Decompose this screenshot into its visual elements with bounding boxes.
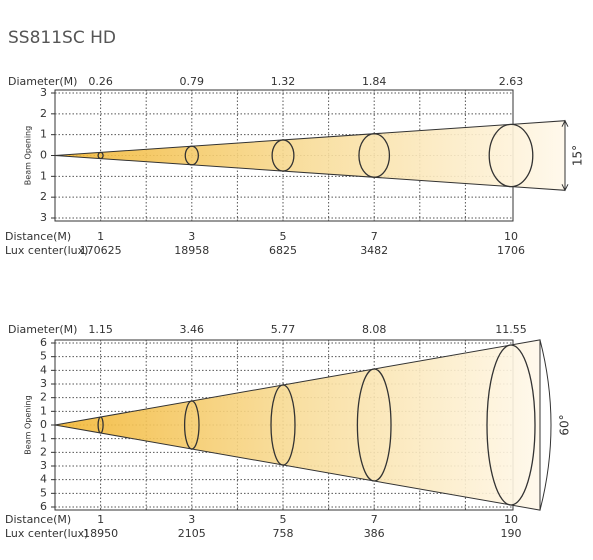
y-label: 1	[40, 169, 47, 182]
distance-label: Distance(M)	[5, 230, 71, 243]
lux-label: Lux center(lux)	[5, 244, 88, 257]
y-label: 2	[40, 190, 47, 203]
diameter-value: 1.15	[88, 323, 113, 336]
y-label: 5	[40, 350, 47, 363]
y-label: 1	[40, 128, 47, 141]
lux-value: 758	[273, 527, 294, 540]
y-label: 2	[40, 445, 47, 458]
y-label: 0	[40, 418, 47, 431]
lux-value: 2105	[178, 527, 206, 540]
beam-spot	[488, 123, 534, 188]
diameter-value: 8.08	[362, 323, 387, 336]
lux-value: 18958	[174, 244, 209, 257]
title: SS811SC HD	[8, 28, 116, 48]
beam-cone	[54, 120, 566, 191]
distance-value: 3	[188, 513, 195, 526]
distance-label: Distance(M)	[5, 513, 71, 526]
diameter-value: 1.32	[271, 75, 296, 88]
distance-value: 7	[371, 513, 378, 526]
distance-value: 7	[371, 230, 378, 243]
angle-arc	[539, 339, 552, 511]
axis-title: Beam Opening	[24, 395, 33, 454]
y-label: 3	[40, 211, 47, 224]
lux-label: Lux center(lux)	[5, 527, 88, 540]
y-label: 3	[40, 86, 47, 99]
distance-value: 1	[97, 230, 104, 243]
diameter-label: Diameter(M)	[8, 323, 77, 336]
beam-spot	[97, 416, 104, 434]
y-label: 1	[40, 404, 47, 417]
diameter-value: 11.55	[495, 323, 527, 336]
distance-value: 10	[504, 513, 518, 526]
diameter-value: 3.46	[180, 323, 205, 336]
distance-value: 5	[280, 230, 287, 243]
distance-value: 1	[97, 513, 104, 526]
diameter-value: 0.79	[180, 75, 205, 88]
angle-label: 60°	[558, 414, 572, 435]
beam-spot	[183, 400, 200, 450]
y-label: 2	[40, 107, 47, 120]
y-label: 0	[40, 149, 47, 162]
beam-spot	[356, 368, 392, 482]
lux-value: 18950	[83, 527, 118, 540]
lux-value: 386	[364, 527, 385, 540]
diameter-value: 1.84	[362, 75, 387, 88]
beam-cone	[54, 339, 541, 511]
axis-title: Beam Opening	[24, 126, 33, 185]
y-label: 2	[40, 391, 47, 404]
y-label: 6	[40, 336, 47, 349]
beam-spot	[184, 145, 199, 166]
beam-spot	[271, 139, 295, 172]
lux-value: 6825	[269, 244, 297, 257]
diameter-label: Diameter(M)	[8, 75, 77, 88]
lux-value: 3482	[360, 244, 388, 257]
y-label: 5	[40, 486, 47, 499]
y-label: 3	[40, 377, 47, 390]
distance-value: 10	[504, 230, 518, 243]
lux-value: 190	[501, 527, 522, 540]
beam-spot	[97, 151, 104, 160]
beam-spot	[270, 384, 296, 466]
y-label: 4	[40, 363, 47, 376]
diameter-value: 5.77	[271, 323, 296, 336]
lux-value: 1706	[497, 244, 525, 257]
y-label: 3	[40, 459, 47, 472]
y-label: 6	[40, 500, 47, 513]
beam-spot	[486, 344, 536, 506]
distance-value: 3	[188, 230, 195, 243]
y-label: 4	[40, 473, 47, 486]
lux-value: 170625	[80, 244, 122, 257]
beam-spot	[358, 133, 391, 178]
diameter-value: 2.63	[499, 75, 524, 88]
y-label: 1	[40, 432, 47, 445]
diameter-value: 0.26	[88, 75, 113, 88]
distance-value: 5	[280, 513, 287, 526]
angle-label: 15°	[571, 145, 585, 166]
arrow-head	[561, 119, 569, 192]
